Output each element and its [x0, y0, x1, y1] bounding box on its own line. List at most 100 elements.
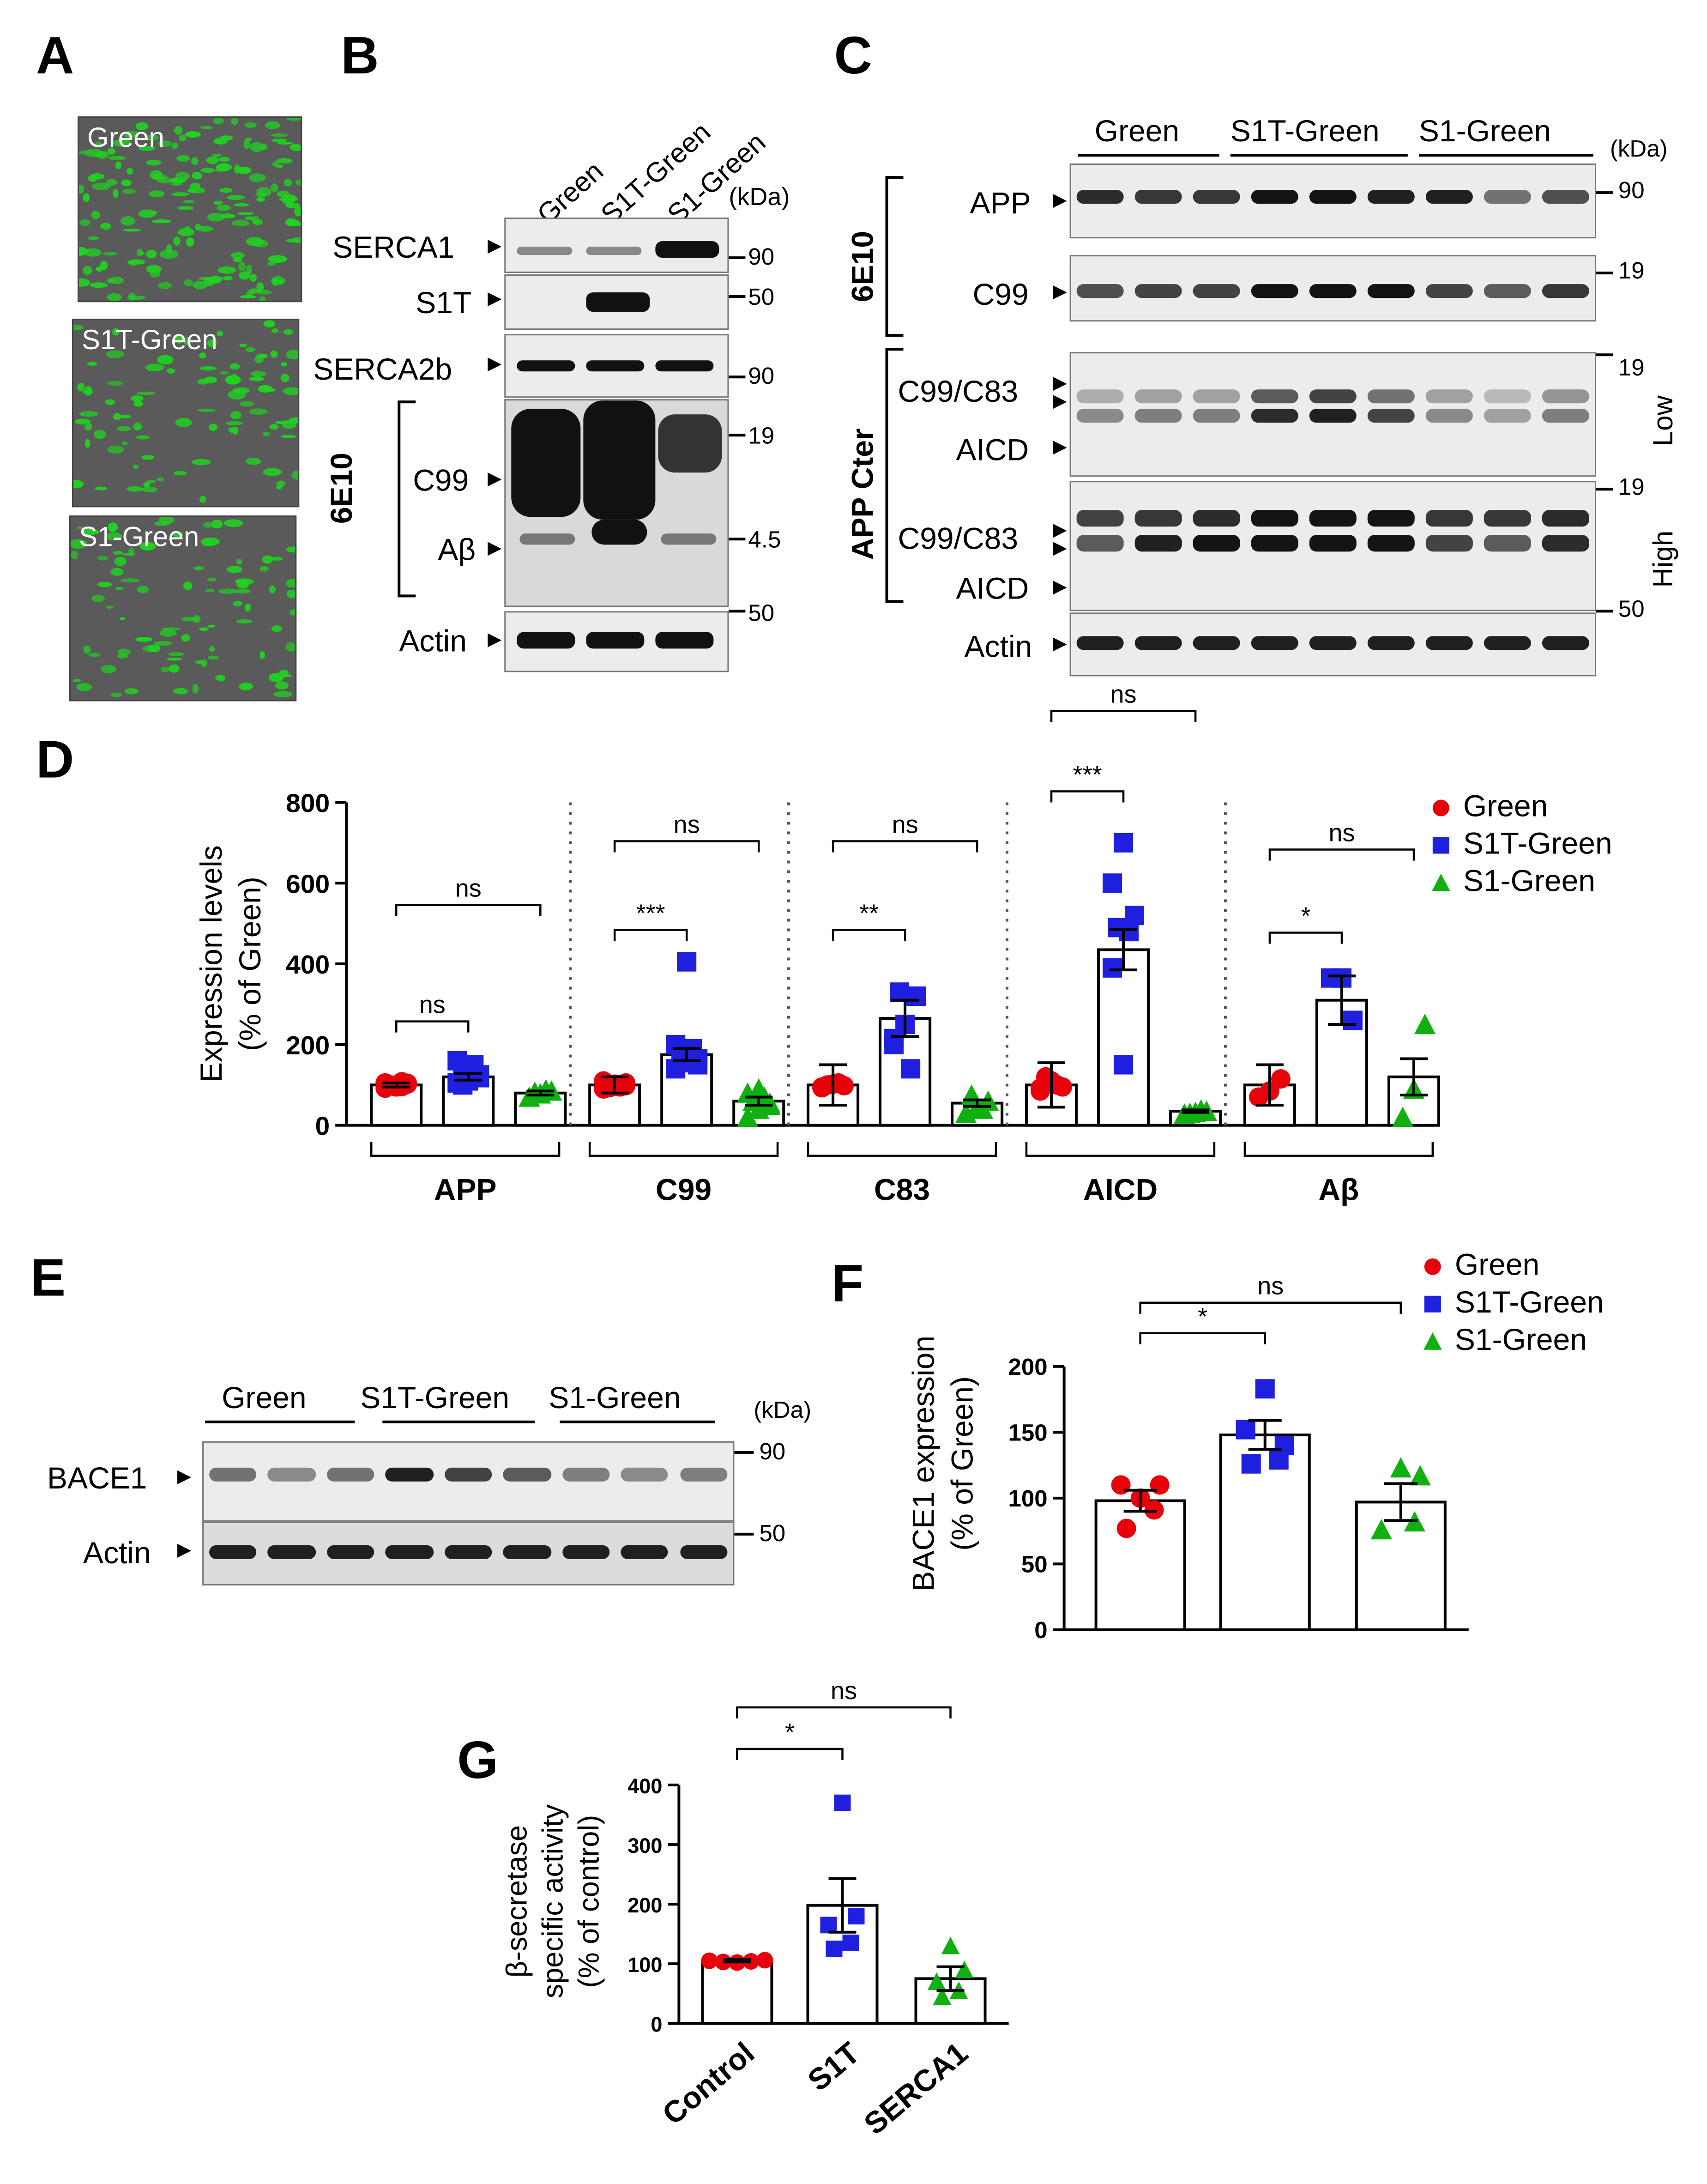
row-label: SERCA1 — [332, 230, 455, 265]
x-tick-label: S1T — [801, 2035, 866, 2097]
significance-label: *** — [1073, 761, 1102, 788]
blot-actin — [504, 611, 729, 672]
gfp-cell — [84, 148, 103, 157]
band — [326, 1545, 375, 1559]
gfp-cell — [87, 236, 99, 240]
gfp-cell — [91, 182, 111, 190]
y-tick-label: 150 — [1008, 1419, 1048, 1446]
gfp-cell — [268, 255, 287, 263]
gfp-cell — [199, 352, 206, 359]
band — [1484, 284, 1531, 298]
gfp-cell — [265, 121, 280, 129]
blot-s1t — [504, 274, 729, 330]
band — [1484, 636, 1531, 650]
gfp-cell — [220, 213, 235, 218]
significance-label: ns — [455, 875, 482, 902]
gfp-cell — [206, 156, 219, 164]
gfp-cell — [246, 237, 264, 246]
gfp-cell — [174, 126, 183, 135]
gfp-cell — [149, 190, 165, 198]
data-point — [1370, 1519, 1392, 1540]
band — [503, 1467, 551, 1482]
band — [1542, 636, 1589, 650]
gfp-cell — [271, 183, 278, 193]
gfp-cell — [218, 588, 237, 594]
blot-c99 — [1069, 255, 1596, 322]
gfp-cell — [286, 546, 296, 553]
band — [1251, 409, 1298, 423]
gfp-cell — [276, 480, 285, 487]
band — [655, 632, 714, 649]
significance-bracket — [613, 840, 760, 853]
gfp-cell — [197, 226, 213, 232]
gfp-cell — [255, 192, 267, 198]
gfp-cell — [146, 159, 162, 166]
gfp-cell — [88, 653, 100, 657]
data-point — [1392, 1107, 1414, 1127]
error-bar — [1384, 1482, 1417, 1522]
gfp-cell — [193, 566, 205, 570]
y-tick-label: 300 — [627, 1834, 662, 1857]
micrograph-label: S1T-Green — [82, 326, 217, 357]
band — [586, 247, 642, 255]
gfp-cell — [226, 195, 245, 200]
gfp-cell — [83, 645, 91, 654]
band — [326, 1467, 375, 1482]
band — [1309, 284, 1357, 298]
y-tick-label: 800 — [286, 788, 330, 818]
gfp-cell — [191, 157, 199, 165]
gfp-cell — [159, 249, 179, 259]
data-point — [1424, 1332, 1442, 1350]
band — [1367, 409, 1415, 423]
gfp-cell — [115, 161, 121, 169]
band — [1193, 190, 1240, 204]
gfp-cell — [107, 147, 116, 155]
band — [661, 533, 717, 545]
gfp-cell — [203, 278, 215, 286]
significance-label: ns — [1328, 819, 1355, 847]
gfp-cell — [113, 413, 121, 420]
gfp-cell — [96, 266, 103, 272]
y-tick-label: 400 — [627, 1774, 662, 1798]
data-point — [1424, 1258, 1441, 1275]
band — [1309, 510, 1357, 527]
gfp-cell — [173, 236, 181, 246]
gfp-cell — [249, 376, 265, 381]
y-axis-label: BACE1 expression — [906, 1336, 941, 1591]
band — [268, 1467, 316, 1482]
gfp-cell — [166, 657, 182, 661]
gfp-cell — [171, 142, 179, 149]
gfp-cell — [169, 664, 180, 673]
gfp-cell — [236, 166, 249, 171]
gfp-cell — [271, 625, 282, 632]
group-label: Green — [222, 1380, 307, 1415]
gfp-cell — [276, 164, 283, 168]
mw-marker: 90 — [1618, 177, 1645, 204]
gfp-cell — [71, 551, 78, 560]
band — [1309, 389, 1357, 404]
gfp-cell — [184, 337, 190, 346]
band — [562, 1467, 610, 1482]
micrograph-s1t-green: S1T-Green — [72, 319, 300, 508]
gfp-cell — [286, 350, 298, 359]
band — [444, 1467, 492, 1482]
gfp-cell — [218, 157, 230, 162]
gfp-cell — [207, 655, 219, 660]
gfp-cell — [177, 206, 194, 210]
gfp-cell — [289, 609, 296, 616]
gfp-cell — [270, 350, 278, 358]
gfp-cell — [143, 482, 151, 487]
data-point — [1409, 1465, 1431, 1486]
gfp-cell — [145, 363, 164, 372]
band — [1193, 510, 1240, 527]
gfp-cell — [203, 522, 213, 528]
group-bracket — [588, 1142, 779, 1157]
band — [1076, 190, 1124, 204]
gfp-cell — [217, 266, 236, 274]
band — [1251, 284, 1298, 298]
gfp-cell — [277, 141, 293, 145]
gfp-cell — [123, 131, 139, 138]
gfp-cell — [276, 485, 282, 490]
gfp-cell — [126, 168, 133, 175]
gfp-cell — [259, 566, 269, 572]
